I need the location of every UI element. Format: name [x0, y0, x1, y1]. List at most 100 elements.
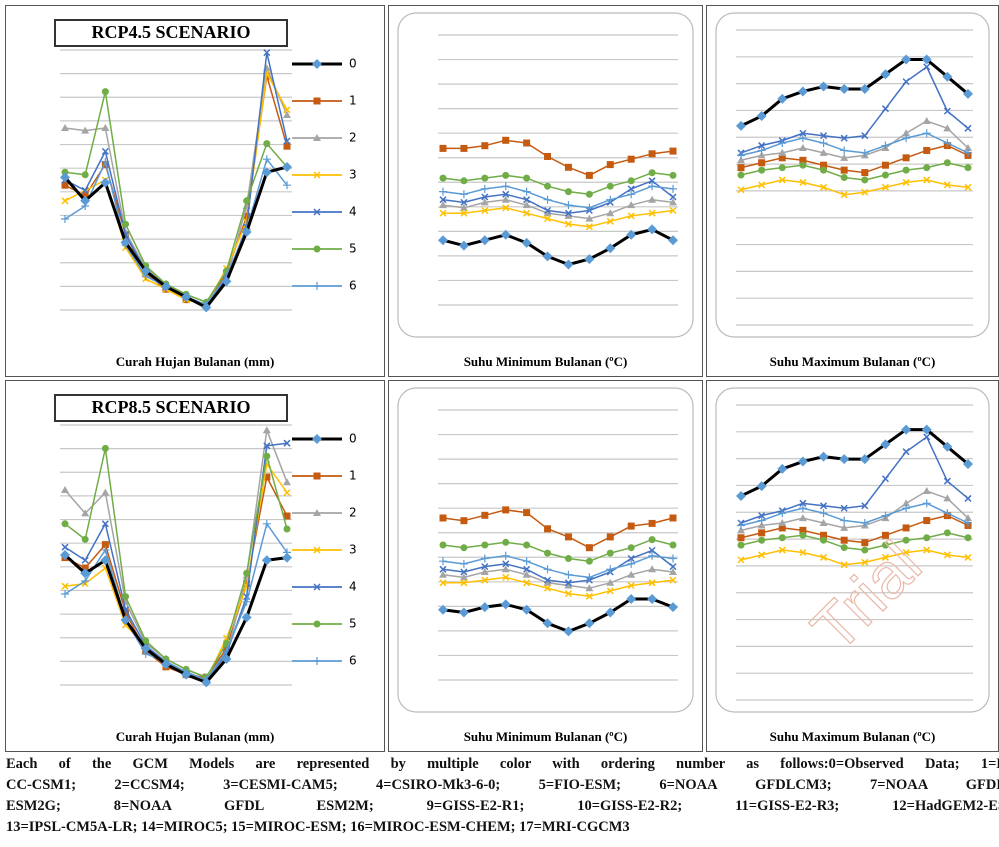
marker — [61, 582, 69, 590]
marker — [261, 167, 272, 178]
marker — [648, 182, 657, 191]
marker — [542, 618, 553, 629]
plot-frame — [715, 12, 990, 338]
marker — [818, 451, 829, 462]
marker — [669, 147, 677, 155]
marker — [263, 49, 271, 57]
marker — [778, 164, 786, 172]
marker — [840, 166, 848, 174]
caption: Each of the GCM Models are represented b… — [6, 754, 999, 838]
chart-panel: Curah Hujan Bulanan (mm) RCP8.5 SCENARIO 0… — [5, 380, 385, 752]
marker — [502, 538, 510, 546]
marker — [861, 502, 869, 510]
marker — [122, 593, 130, 601]
marker — [564, 555, 572, 562]
marker — [964, 553, 972, 561]
legend-label: 0 — [349, 432, 357, 446]
marker — [585, 171, 593, 179]
marker — [313, 208, 321, 216]
series-line — [740, 549, 969, 566]
marker — [542, 251, 553, 262]
marker — [502, 560, 510, 568]
legend-label: 5 — [349, 617, 357, 631]
marker — [606, 161, 614, 169]
marker — [880, 439, 891, 450]
marker — [564, 220, 572, 228]
legend-label: 6 — [349, 279, 357, 293]
marker — [439, 196, 447, 204]
legend-label: 1 — [349, 94, 357, 108]
series-line — [442, 555, 674, 579]
marker — [564, 201, 573, 210]
marker — [820, 183, 828, 191]
marker — [881, 183, 889, 191]
marker — [460, 579, 468, 587]
marker — [737, 151, 745, 160]
marker — [585, 584, 594, 592]
marker — [438, 604, 448, 615]
marker — [881, 541, 889, 549]
marker — [543, 578, 552, 586]
legend-label: 3 — [349, 168, 357, 182]
marker — [564, 533, 572, 541]
marker — [921, 424, 932, 435]
chart-title: RCP4.5 SCENARIO — [91, 22, 250, 42]
marker — [840, 153, 849, 161]
marker — [282, 552, 292, 563]
marker — [283, 142, 291, 150]
marker — [563, 626, 574, 637]
marker — [799, 499, 807, 507]
chart-panel: Suhu Maximum Bulanan (ºC) — [706, 5, 999, 377]
marker — [61, 590, 69, 598]
marker — [585, 573, 594, 582]
marker — [799, 526, 807, 534]
marker — [459, 190, 468, 199]
marker — [798, 144, 807, 151]
marker — [669, 171, 677, 179]
marker — [923, 176, 931, 184]
legend-item: 1 — [292, 469, 357, 483]
marker — [737, 186, 745, 194]
marker — [459, 573, 468, 581]
series-line — [740, 428, 969, 498]
legend-item: 6 — [292, 654, 357, 668]
marker — [523, 509, 531, 517]
marker — [439, 187, 447, 196]
marker — [502, 204, 510, 212]
marker — [544, 549, 552, 557]
marker — [81, 186, 89, 194]
marker — [564, 209, 572, 217]
marker — [439, 514, 447, 522]
marker — [585, 190, 593, 198]
marker — [140, 266, 151, 276]
series-line — [63, 553, 288, 684]
figure: Curah Hujan Bulanan (mm) RCP4.5 SCENARIO 0… — [5, 5, 999, 752]
x-axis-label: Curah Hujan Bulanan (mm) — [116, 354, 275, 369]
marker — [964, 144, 972, 151]
marker — [241, 227, 252, 237]
marker — [81, 171, 89, 179]
marker — [263, 452, 271, 460]
marker — [860, 519, 869, 527]
marker — [840, 523, 849, 531]
marker — [241, 612, 252, 623]
marker — [964, 519, 972, 527]
marker — [439, 557, 447, 566]
marker — [101, 88, 109, 96]
x-axis-label: Curah Hujan Bulanan (mm) — [116, 729, 275, 744]
marker — [648, 546, 656, 554]
series-line — [442, 171, 674, 196]
marker — [736, 490, 746, 501]
marker — [669, 554, 677, 563]
legend-item: 5 — [292, 242, 357, 256]
marker — [201, 302, 212, 313]
chart-panel: Suhu Minimum Bulanan (ºC) — [388, 5, 703, 377]
marker — [923, 517, 931, 525]
x-axis-label: Suhu Maximum Bulanan (ºC) — [770, 729, 936, 744]
marker — [481, 206, 489, 215]
marker — [881, 105, 889, 113]
marker — [564, 163, 572, 171]
marker — [648, 536, 656, 544]
marker — [627, 185, 635, 193]
marker — [798, 514, 807, 522]
